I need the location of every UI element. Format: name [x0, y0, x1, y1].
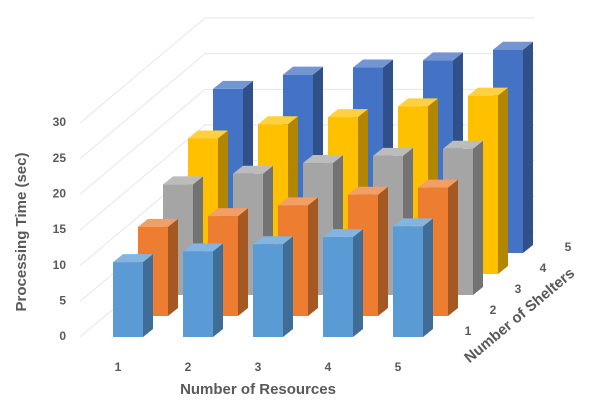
y-tick-label: 30: [53, 115, 67, 129]
bar-side: [498, 87, 508, 275]
bar-top: [468, 87, 508, 96]
bar-top: [303, 155, 343, 164]
bar-side: [213, 243, 223, 337]
bar-side: [143, 254, 153, 337]
bar-front: [113, 262, 143, 337]
bar: [253, 236, 293, 337]
x-tick-label: 2: [185, 360, 192, 374]
grid-line: [79, 53, 535, 160]
bar: [113, 254, 153, 337]
bar-side: [353, 229, 363, 337]
y-tick-label: 25: [53, 151, 67, 165]
bar-top: [418, 179, 458, 188]
z-tick-label: 5: [565, 240, 572, 254]
bar-top: [323, 229, 363, 238]
bar-side: [168, 218, 178, 316]
z-tick-label: 3: [515, 282, 522, 296]
y-tick-label: 20: [53, 187, 67, 201]
bar-top: [163, 176, 203, 185]
grid-line: [79, 17, 535, 124]
bar: [183, 243, 223, 337]
bar-top: [348, 186, 388, 195]
bar-side: [283, 236, 293, 337]
x-tick-label: 5: [395, 360, 402, 374]
bar-top: [138, 218, 178, 227]
bar-top: [393, 218, 433, 227]
bar: [323, 229, 363, 337]
bar-front: [393, 226, 423, 337]
z-tick-label: 1: [465, 324, 472, 338]
y-tick-label: 5: [59, 294, 66, 308]
x-tick-label: 4: [325, 360, 332, 374]
bar-side: [523, 41, 533, 254]
y-tick-label: 15: [53, 222, 67, 236]
bar-side: [238, 208, 248, 316]
bar-top: [443, 140, 483, 149]
bar: [393, 218, 433, 337]
bar-front: [253, 244, 283, 337]
bar-side: [308, 197, 318, 316]
bar-top: [398, 98, 438, 107]
z-tick-label: 4: [540, 261, 547, 275]
bar-top: [258, 116, 298, 125]
bar-side: [378, 186, 388, 316]
z-tick-label: 2: [490, 303, 497, 317]
bar-top: [278, 197, 318, 206]
bar-top: [208, 208, 248, 217]
y-tick-label: 10: [53, 258, 67, 272]
y-axis-title: Processing Time (sec): [13, 153, 30, 312]
bar-top: [253, 236, 293, 245]
bar-top: [373, 147, 413, 156]
bar-top: [113, 254, 153, 263]
bar-top: [493, 41, 533, 50]
x-axis-title: Number of Resources: [180, 381, 336, 398]
bar-top: [353, 59, 393, 68]
bar-front: [183, 251, 213, 337]
bar-top: [188, 130, 228, 139]
bar-side: [448, 179, 458, 316]
x-tick-label: 1: [115, 360, 122, 374]
bar-side: [473, 140, 483, 295]
bar-side: [423, 218, 433, 337]
bar-top: [423, 52, 463, 61]
bar-top: [183, 243, 223, 252]
y-tick-label: 0: [59, 329, 66, 343]
bar-top: [328, 109, 368, 118]
bar-top: [213, 80, 253, 89]
bar-top: [233, 165, 273, 174]
bar-top: [283, 66, 323, 75]
x-tick-label: 3: [255, 360, 262, 374]
bar-front: [323, 237, 353, 337]
